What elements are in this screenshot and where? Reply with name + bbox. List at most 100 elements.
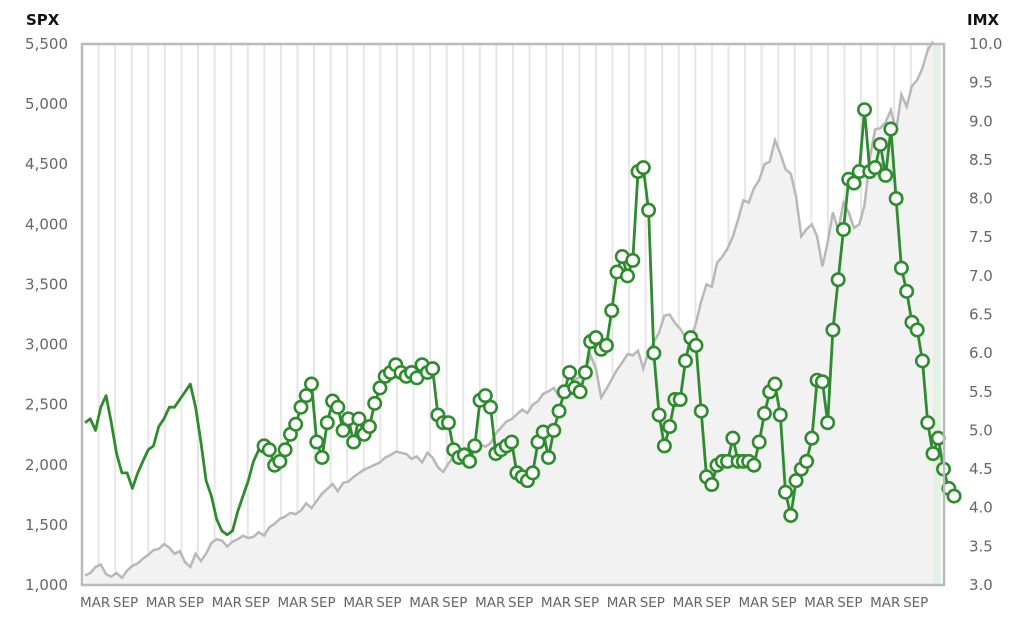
x-tick-label: SEP <box>442 595 467 611</box>
right-tick-label: 9.0 <box>969 112 993 130</box>
imx-point <box>646 345 662 361</box>
imx-point <box>467 438 483 454</box>
left-tick-label: 1,500 <box>25 516 68 534</box>
x-tick-label: SEP <box>706 595 731 611</box>
imx-point <box>920 415 936 431</box>
imx-point <box>572 384 588 400</box>
imx-point <box>772 407 788 423</box>
imx-point <box>872 136 888 152</box>
imx-point <box>930 430 946 446</box>
x-axis-ticks: MAR SEP MAR SEP MAR SEP MAR SEP MAR SEP MAR SEP MAR S… <box>80 595 928 611</box>
left-tick-label: 4,500 <box>25 155 68 173</box>
imx-point <box>883 121 899 137</box>
imx-point <box>788 473 804 489</box>
plot-frame <box>80 42 946 587</box>
imx-point <box>425 361 441 377</box>
imx-point <box>914 353 930 369</box>
right-tick-label: 7.5 <box>969 228 993 246</box>
x-tick-label: MAR <box>212 595 242 611</box>
imx-point <box>830 272 846 288</box>
left-tick-label: 3,500 <box>25 275 68 293</box>
imx-point <box>625 252 641 268</box>
imx-point <box>825 322 841 338</box>
right-tick-label: 6.5 <box>969 306 993 324</box>
imx-point <box>620 268 636 284</box>
imx-point <box>293 399 309 415</box>
imx-point <box>309 434 325 450</box>
left-axis-ticks: 1,000 1,500 2,000 2,500 3,000 3,500 4,000 4,500… <box>25 35 68 594</box>
highlight-band <box>930 44 941 585</box>
imx-point <box>835 221 851 237</box>
left-tick-label: 3,000 <box>25 336 68 354</box>
x-tick-label: SEP <box>771 595 796 611</box>
x-tick-label: MAR <box>343 595 373 611</box>
imx-point <box>361 419 377 435</box>
imx-point <box>372 380 388 396</box>
imx-markers <box>256 102 962 523</box>
left-tick-label: 2,000 <box>25 456 68 474</box>
right-tick-label: 3.5 <box>969 537 993 555</box>
right-axis-ticks: 3.0 3.5 4.0 4.5 5.0 5.5 6.0 6.5 7.0 7.5 8.0 8.5 9.0 9… <box>969 35 1002 594</box>
imx-point <box>756 405 772 421</box>
imx-point <box>909 322 925 338</box>
imx-point <box>783 507 799 523</box>
imx-point <box>541 449 557 465</box>
imx-point <box>525 465 541 481</box>
left-tick-label: 1,000 <box>25 576 68 594</box>
imx-point <box>504 434 520 450</box>
x-tick-label: MAR <box>409 595 439 611</box>
imx-point <box>888 191 904 207</box>
imx-point <box>298 388 314 404</box>
x-tick-label: SEP <box>508 595 533 611</box>
imx-point <box>746 457 762 473</box>
x-tick-label: MAR <box>146 595 176 611</box>
right-tick-label: 7.0 <box>969 267 993 285</box>
imx-point <box>656 438 672 454</box>
imx-point <box>272 453 288 469</box>
imx-point <box>725 430 741 446</box>
right-tick-label: 3.0 <box>969 576 993 594</box>
left-tick-label: 5,000 <box>25 95 68 113</box>
imx-point <box>804 430 820 446</box>
x-tick-label: MAR <box>607 595 637 611</box>
x-tick-label: MAR <box>870 595 900 611</box>
imx-point <box>893 260 909 276</box>
imx-point <box>946 488 962 504</box>
imx-point <box>857 102 873 118</box>
imx-point <box>604 303 620 319</box>
imx-point <box>477 388 493 404</box>
left-axis-title: SPX <box>26 11 60 29</box>
imx-point <box>778 484 794 500</box>
right-tick-label: 5.5 <box>969 383 993 401</box>
imx-point <box>662 419 678 435</box>
imx-point <box>588 330 604 346</box>
imx-point <box>261 442 277 458</box>
left-tick-label: 2,500 <box>25 396 68 414</box>
x-tick-label: SEP <box>376 595 401 611</box>
imx-point <box>899 283 915 299</box>
imx-point <box>483 399 499 415</box>
imx-point <box>288 416 304 432</box>
right-tick-label: 10.0 <box>969 35 1002 53</box>
right-tick-label: 6.0 <box>969 344 993 362</box>
imx-point <box>925 446 941 462</box>
imx-point <box>598 337 614 353</box>
x-tick-label: SEP <box>245 595 270 611</box>
imx-point <box>677 353 693 369</box>
right-tick-label: 8.5 <box>969 151 993 169</box>
x-tick-label: MAR <box>738 595 768 611</box>
right-tick-label: 4.0 <box>969 499 993 517</box>
x-tick-label: SEP <box>310 595 335 611</box>
imx-point <box>878 167 894 183</box>
imx-point <box>688 337 704 353</box>
x-tick-label: SEP <box>574 595 599 611</box>
imx-point <box>461 453 477 469</box>
x-tick-label: MAR <box>475 595 505 611</box>
right-tick-label: 5.0 <box>969 421 993 439</box>
right-tick-label: 4.5 <box>969 460 993 478</box>
x-tick-label: MAR <box>278 595 308 611</box>
imx-point <box>546 422 562 438</box>
x-tick-label: MAR <box>673 595 703 611</box>
imx-point <box>351 411 367 427</box>
